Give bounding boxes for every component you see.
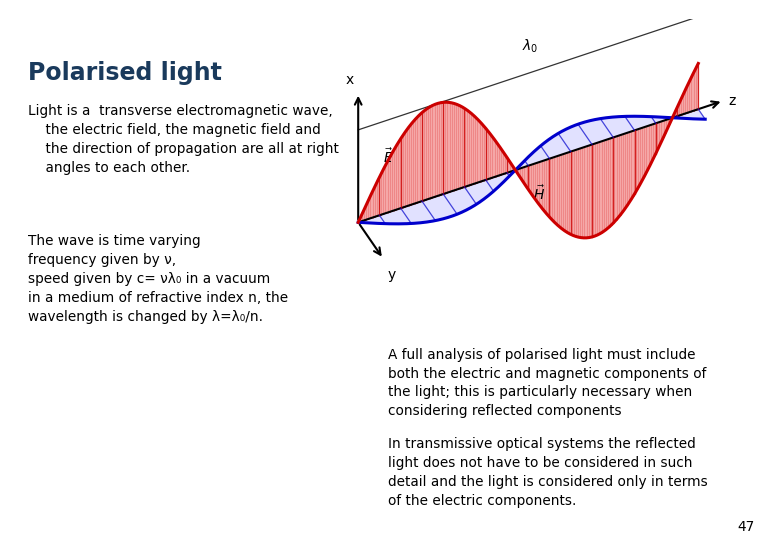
Polygon shape	[358, 64, 698, 238]
Polygon shape	[358, 109, 705, 224]
Text: y: y	[388, 268, 395, 282]
Text: Polarised light: Polarised light	[28, 61, 222, 85]
Text: In transmissive optical systems the reflected
light does not have to be consider: In transmissive optical systems the refl…	[388, 437, 707, 508]
Text: $\vec{E}$: $\vec{E}$	[383, 148, 394, 166]
Text: The wave is time varying
frequency given by ν,
speed given by c= νλ₀ in a vacuum: The wave is time varying frequency given…	[28, 234, 288, 324]
Text: ♀UCL: ♀UCL	[697, 10, 758, 30]
Text: $\lambda_0$: $\lambda_0$	[522, 38, 538, 55]
Text: z: z	[729, 94, 736, 108]
Text: 47: 47	[738, 520, 755, 534]
Text: A full analysis of polarised light must include
both the electric and magnetic c: A full analysis of polarised light must …	[388, 348, 707, 418]
Text: Light is a  transverse electromagnetic wave,
    the electric field, the magneti: Light is a transverse electromagnetic wa…	[28, 104, 339, 175]
Text: $\vec{H}$: $\vec{H}$	[533, 185, 544, 203]
Text: x: x	[346, 73, 354, 87]
